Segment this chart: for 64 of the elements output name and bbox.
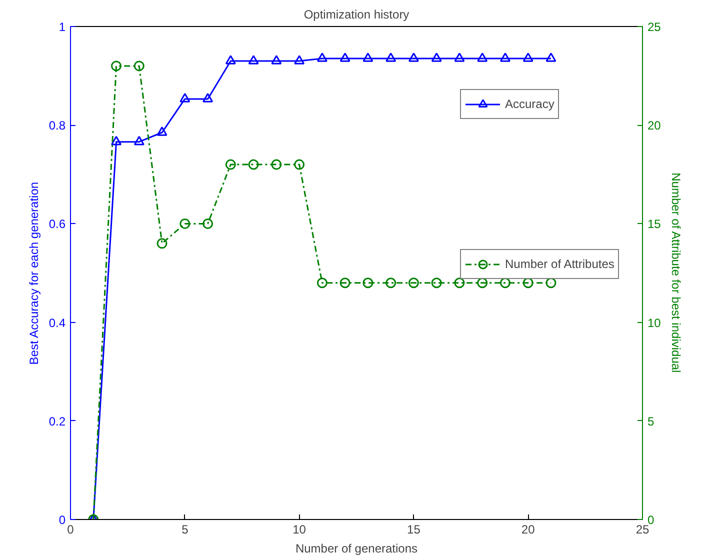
point: [340, 278, 350, 288]
x-tick-label: 10: [292, 522, 306, 536]
y2-tick-label: 25: [648, 20, 662, 34]
y-tick-label: 0: [58, 513, 66, 527]
legend-label: Number of Attributes: [505, 257, 614, 271]
point: [156, 238, 168, 249]
y2-tick-label: 0: [648, 513, 654, 527]
y-tick-label: 0.6: [48, 217, 66, 232]
point: [546, 52, 556, 62]
point: [477, 52, 488, 62]
point: [386, 278, 396, 288]
point: [111, 60, 122, 72]
point: [454, 52, 465, 62]
point: [111, 136, 122, 146]
point: [408, 278, 419, 288]
point: [522, 52, 534, 62]
point: [408, 52, 419, 62]
point: [248, 159, 259, 170]
x-tick-label: 25: [636, 522, 650, 536]
point: [225, 159, 236, 170]
y-axis-title: Best Accuracy for each generation: [26, 182, 41, 365]
point: [294, 159, 305, 170]
point: [316, 278, 328, 288]
y2-axis-title: Number of Attribute for best individual: [668, 172, 683, 373]
point: [362, 278, 374, 288]
x-tick-label: 0: [67, 522, 74, 536]
point: [340, 52, 350, 62]
x-tick-label: 5: [182, 522, 189, 536]
legend-label: Accuracy: [505, 97, 554, 111]
point: [431, 52, 442, 62]
point: [134, 136, 144, 146]
x-tick-label: 20: [521, 522, 536, 536]
y2-tick-label: 5: [648, 414, 654, 428]
point: [202, 218, 214, 229]
point: [248, 55, 259, 64]
y2-tick-label: 15: [648, 217, 662, 232]
point: [271, 159, 282, 170]
point: [431, 278, 442, 288]
y-tick-label: 0.4: [48, 316, 66, 330]
point: [500, 278, 510, 288]
point: [316, 52, 328, 62]
point: [454, 278, 465, 288]
point: [225, 55, 236, 64]
point: [362, 52, 374, 62]
point: [134, 60, 144, 72]
y-tick-label: 0.2: [48, 414, 66, 428]
point: [500, 52, 510, 62]
y2-tick-label: 10: [648, 316, 662, 330]
y-tick-label: 1: [58, 20, 66, 34]
point: [522, 278, 534, 288]
point: [386, 52, 396, 62]
chart-title: Optimization history: [304, 8, 410, 22]
point: [202, 93, 214, 102]
x-axis-title: Number of generations: [295, 542, 418, 556]
x-tick-label: 15: [407, 522, 421, 536]
point: [156, 126, 168, 136]
point: [271, 55, 282, 64]
point: [180, 218, 190, 229]
point: [477, 278, 488, 288]
point: [180, 93, 190, 102]
point: [294, 55, 305, 64]
point: [546, 278, 556, 288]
y-tick-label: 0.8: [48, 118, 66, 133]
y2-tick-label: 20: [648, 118, 662, 133]
